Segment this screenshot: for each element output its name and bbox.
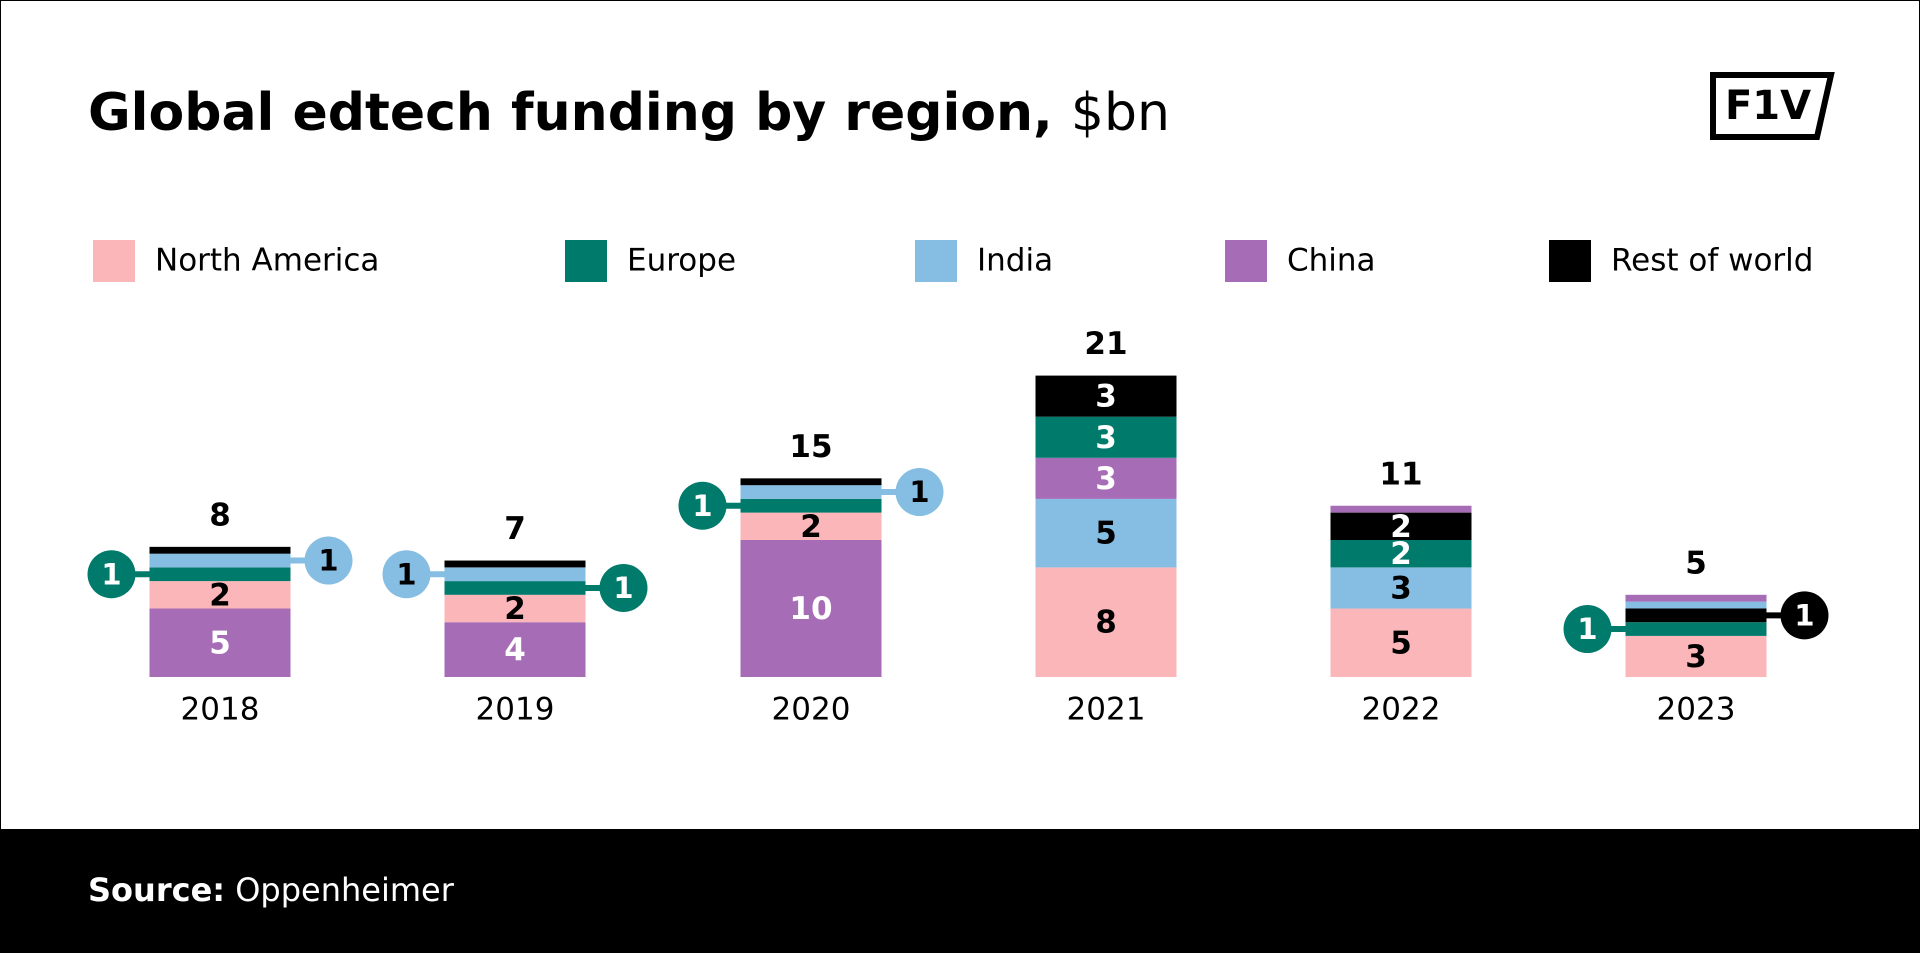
- bar-segment: [740, 478, 882, 486]
- total-label: 7: [504, 511, 526, 547]
- bar-segment: [1330, 505, 1472, 513]
- total-label: 8: [209, 497, 231, 533]
- value-label: 1: [396, 557, 416, 591]
- total-label: 5: [1685, 545, 1707, 581]
- value-label: 10: [789, 591, 832, 627]
- callout-circle: [1780, 591, 1829, 640]
- legend-swatch: [93, 240, 135, 282]
- legend-swatch: [565, 240, 607, 282]
- bar-segment: [149, 546, 291, 554]
- value-label: 1: [318, 544, 338, 578]
- x-tick-label: 2021: [1067, 692, 1146, 728]
- legend-swatch: [1549, 240, 1591, 282]
- chart-title: Global edtech funding by region, $bn: [88, 83, 1170, 143]
- callout-circle: [1563, 605, 1612, 654]
- value-label: 3: [1685, 639, 1707, 675]
- value-label: 1: [909, 475, 929, 509]
- callout-circle: [895, 468, 944, 517]
- x-tick-label: 2020: [772, 692, 851, 728]
- value-label: 1: [692, 489, 712, 523]
- bar-segment: [1330, 512, 1472, 540]
- value-label: 1: [613, 571, 633, 605]
- bar-segment: [1625, 622, 1767, 636]
- bar-segment: [1625, 601, 1767, 609]
- bar-segment: [1330, 608, 1472, 677]
- bar-segment: [1035, 457, 1177, 499]
- value-label: 1: [1794, 598, 1814, 632]
- bar-segment: [1035, 416, 1177, 458]
- logo-text: F1V: [1725, 83, 1811, 129]
- x-tick-label: 2023: [1657, 692, 1736, 728]
- bar-segment: [444, 567, 586, 582]
- total-label: 21: [1084, 326, 1127, 362]
- bar-segment: [740, 512, 882, 540]
- source-name: Oppenheimer: [235, 871, 455, 909]
- bar-segment: [1625, 635, 1767, 677]
- logo: F1V: [1710, 72, 1835, 140]
- legend-label: China: [1287, 243, 1376, 279]
- value-label: 8: [1095, 605, 1117, 641]
- bar-segment: [1035, 498, 1177, 568]
- legend-label: India: [977, 243, 1053, 279]
- total-label: 15: [789, 429, 832, 465]
- legend-swatch: [1225, 240, 1267, 282]
- callout-circle: [382, 550, 431, 599]
- legend-label: Rest of world: [1611, 243, 1813, 279]
- callout-circle: [304, 536, 353, 585]
- value-label: 1: [1577, 612, 1597, 646]
- source-label: Source:: [88, 871, 225, 909]
- bar-segment: [149, 553, 291, 568]
- value-label: 3: [1095, 461, 1117, 497]
- bar-segment: [444, 594, 586, 623]
- title-unit: $bn: [1071, 83, 1170, 143]
- value-label: 2: [1390, 509, 1412, 545]
- x-tick-label: 2022: [1362, 692, 1441, 728]
- bar-segment: [149, 567, 291, 582]
- callout-circle: [599, 563, 648, 612]
- value-label: 3: [1095, 420, 1117, 456]
- bar-segment: [444, 622, 586, 677]
- value-label: 5: [209, 625, 231, 661]
- title-main: Global edtech funding by region,: [88, 83, 1053, 143]
- value-label: 2: [800, 509, 822, 545]
- value-label: 2: [504, 591, 526, 627]
- footer: [0, 829, 1920, 953]
- legend-swatch: [915, 240, 957, 282]
- bar-segment: [444, 581, 586, 595]
- x-tick-label: 2018: [181, 692, 260, 728]
- value-label: 2: [1390, 536, 1412, 572]
- bar-segment: [1625, 608, 1767, 623]
- value-label: 5: [1095, 516, 1117, 552]
- bar-segment: [149, 608, 291, 677]
- bar-segment: [1035, 567, 1177, 677]
- bar-segment: [1330, 540, 1472, 568]
- logo-frame: [1710, 72, 1835, 140]
- bar-segment: [740, 485, 882, 499]
- bar-segment: [1330, 567, 1472, 609]
- value-label: 1: [101, 557, 121, 591]
- value-label: 5: [1390, 625, 1412, 661]
- bar-segment: [1625, 594, 1767, 602]
- x-tick-label: 2019: [476, 692, 555, 728]
- bar-segment: [444, 560, 586, 568]
- bar-segment: [740, 498, 882, 513]
- legend-label: North America: [155, 243, 379, 279]
- value-label: 4: [504, 632, 526, 668]
- source: Source: Oppenheimer: [88, 871, 455, 909]
- bar-segment: [149, 581, 291, 609]
- legend-label: Europe: [627, 243, 736, 279]
- value-label: 3: [1390, 570, 1412, 606]
- bar-segment: [1035, 375, 1177, 417]
- callout-circle: [87, 550, 136, 599]
- callout-circle: [678, 481, 727, 530]
- total-label: 11: [1379, 456, 1422, 492]
- value-label: 3: [1095, 379, 1117, 415]
- value-label: 2: [209, 577, 231, 613]
- bar-segment: [740, 540, 882, 677]
